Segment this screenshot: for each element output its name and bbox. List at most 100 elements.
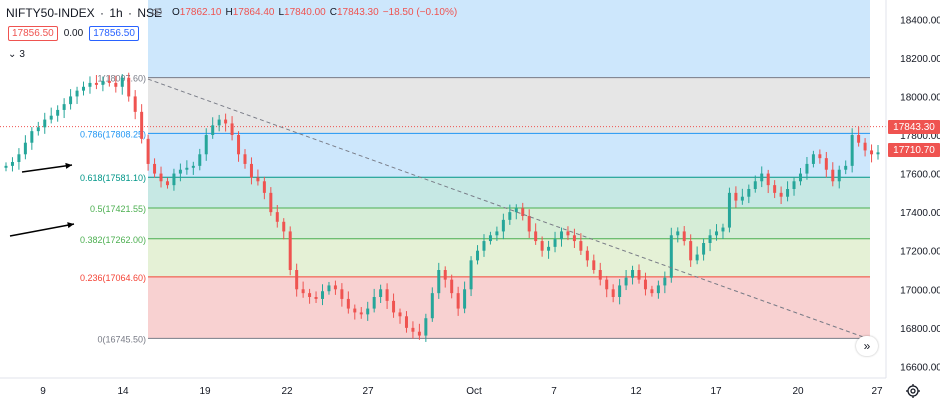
candle-body (340, 289, 344, 299)
x-tick-label: 20 (792, 386, 804, 397)
candle-body (366, 308, 370, 315)
candle-body (760, 173, 764, 182)
candle-body (450, 279, 454, 294)
candle-body (17, 154, 21, 162)
candle-body (230, 123, 234, 135)
candle-body (153, 163, 157, 174)
legend-separator: · (96, 6, 108, 20)
candle-body (863, 142, 867, 151)
sell-price-button[interactable]: 17856.50 (8, 26, 58, 41)
candle-body (592, 260, 596, 270)
candle-body (23, 142, 27, 155)
candle-body (392, 300, 396, 313)
candle-body (379, 289, 383, 297)
ohlc-values: O17862.10 H17864.40 L17840.00 C17843.30 … (172, 7, 457, 18)
candle-body (631, 270, 635, 278)
low-label: L (278, 7, 285, 18)
scroll-to-realtime-button[interactable]: » (856, 336, 878, 356)
candle-body (702, 243, 706, 255)
candle-body (798, 173, 802, 182)
candle-body (463, 289, 467, 309)
gear-icon[interactable] (905, 383, 921, 399)
candle-body (404, 316, 408, 328)
fib-level-label: 0.5(17421.55) (90, 204, 146, 214)
candle-body (727, 192, 731, 228)
arrow-head[interactable] (67, 222, 74, 229)
candle-body (689, 241, 693, 261)
candle-body (715, 231, 719, 236)
trendline-line[interactable] (147, 78, 871, 340)
candle-body (237, 135, 241, 155)
x-tick-label: 7 (551, 386, 557, 397)
candle-body (101, 81, 105, 85)
candle-body (217, 119, 221, 126)
candle-body (288, 231, 292, 270)
buy-price-button[interactable]: 17856.50 (89, 26, 139, 41)
fib-level-label: 0.618(17581.10) (80, 173, 146, 183)
symbol-legend[interactable]: NIFTY50-INDEX · 1h · NSE (6, 4, 162, 22)
candle-body (837, 169, 841, 182)
candle-body (482, 241, 486, 251)
indicator-toggle[interactable]: ⌄ 3 (8, 49, 25, 60)
trendline[interactable] (147, 78, 871, 340)
candle-body (521, 208, 525, 216)
x-tick-label: 22 (281, 386, 293, 397)
candle-body (191, 165, 195, 168)
candle-body (501, 219, 505, 232)
candle-body (876, 152, 880, 155)
candle-body (10, 162, 14, 166)
candle-body (811, 154, 815, 164)
candle-body (56, 109, 60, 116)
candle-body (204, 135, 208, 155)
candle-body (165, 181, 169, 186)
candle-body (114, 82, 118, 87)
candle-body (805, 163, 809, 174)
candle-body (831, 169, 835, 182)
candle-body (69, 96, 73, 105)
candle-body (424, 318, 428, 336)
candle-body (559, 231, 563, 240)
x-tick-label: 27 (871, 386, 883, 397)
high-label: H (225, 7, 233, 18)
legend-separator: · (124, 6, 136, 20)
candle-body (456, 293, 460, 309)
candle-body (398, 312, 402, 317)
candle-body (605, 279, 609, 290)
annotation-arrows[interactable] (9, 162, 75, 237)
candle-body (547, 246, 551, 251)
candle-body (495, 231, 499, 236)
fibonacci-retracement[interactable]: 1(18097.60)0.786(17808.25)0.618(17581.10… (80, 0, 870, 344)
chevron-down-icon: ⌄ (8, 49, 17, 60)
candle-body (359, 312, 363, 315)
candle-body (566, 231, 570, 236)
candle-body (211, 125, 215, 135)
y-tick-label: 16600.00 (900, 362, 940, 373)
open-value: 17862.10 (179, 7, 222, 18)
close-value: 17843.30 (336, 7, 379, 18)
candle-body (159, 173, 163, 182)
candle-body (437, 270, 441, 294)
candle-body (824, 158, 828, 170)
arrow-line[interactable] (21, 164, 73, 173)
candle-body (534, 231, 538, 242)
eye-icon[interactable] (152, 8, 162, 16)
x-tick-label: 12 (630, 386, 642, 397)
candle-body (740, 196, 744, 201)
close-label: C (329, 7, 337, 18)
change-value: −18.50 (−0.10%) (382, 7, 458, 18)
candle-body (4, 165, 8, 168)
x-tick-label: 17 (710, 386, 722, 397)
candle-body (107, 81, 111, 83)
candle-body (314, 297, 318, 299)
candle-body (527, 216, 531, 232)
arrow-line[interactable] (9, 223, 75, 237)
candle-body (353, 308, 357, 313)
candle-body (508, 212, 512, 220)
candle-body (269, 192, 273, 213)
open-label: O (172, 7, 180, 18)
arrow-head[interactable] (65, 162, 72, 169)
candle-body (488, 235, 492, 242)
fib-zone (148, 133, 870, 178)
candle-body (133, 96, 137, 112)
